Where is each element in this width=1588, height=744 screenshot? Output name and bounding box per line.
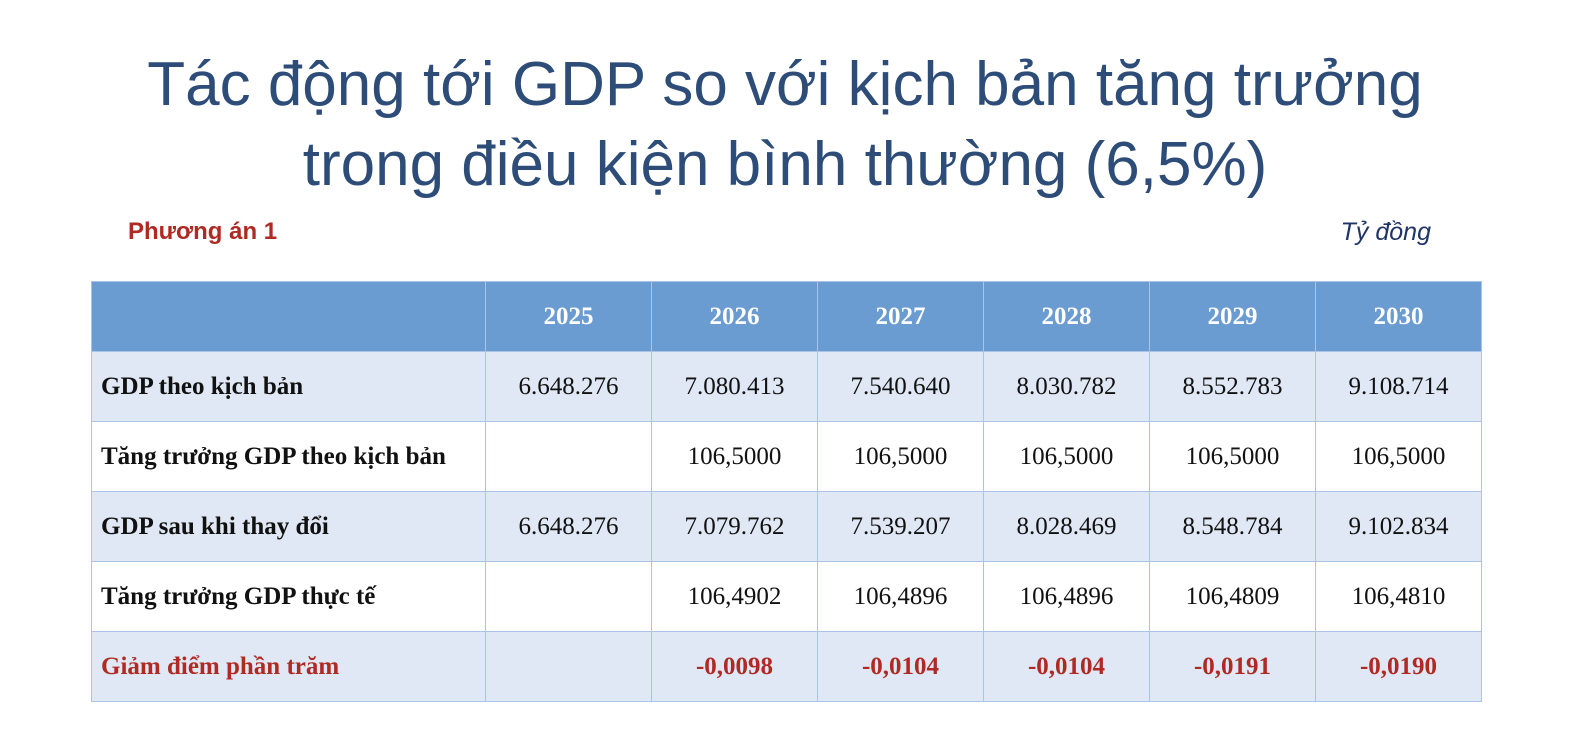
cell (485, 421, 652, 492)
cell: 9.108.714 (1315, 351, 1482, 422)
subtitle: Phương án 1 (128, 218, 278, 245)
row-label: Tăng trưởng GDP thực tế (91, 561, 486, 632)
cell: 7.079.762 (651, 491, 818, 562)
cell: 8.548.784 (1149, 491, 1316, 562)
cell: 7.080.413 (651, 351, 818, 422)
table-row: Tăng trưởng GDP theo kịch bản 106,5000 106… (91, 421, 1482, 492)
cell: -0,0104 (983, 631, 1150, 702)
cell: 6.648.276 (485, 491, 652, 562)
title-line: trong điều kiện bình thường (6,5%) (302, 130, 1268, 199)
cell: 8.028.469 (983, 491, 1150, 562)
header-cell: 2030 (1315, 281, 1482, 352)
row-label: GDP theo kịch bản (91, 351, 486, 422)
header-cell: 2029 (1149, 281, 1316, 352)
row-label: GDP sau khi thay đổi (91, 491, 486, 562)
cell: 106,4810 (1315, 561, 1482, 632)
row-label: Giảm điểm phần trăm (91, 631, 486, 702)
cell: 106,5000 (983, 421, 1150, 492)
cell: 8.030.782 (983, 351, 1150, 422)
header-cell: 2028 (983, 281, 1150, 352)
row-label: Tăng trưởng GDP theo kịch bản (91, 421, 486, 492)
cell: 106,5000 (1315, 421, 1482, 492)
header-cell: 2025 (485, 281, 652, 352)
table-row: Tăng trưởng GDP thực tế 106,4902 106,4896 1… (91, 561, 1482, 632)
cell: -0,0104 (817, 631, 984, 702)
cell: 106,5000 (651, 421, 818, 492)
header-cell: 2026 (651, 281, 818, 352)
header-cell: 2027 (817, 281, 984, 352)
cell (485, 561, 652, 632)
table-row: GDP sau khi thay đổi 6.648.276 7.079.762 7.… (91, 491, 1482, 562)
table-row: Giảm điểm phần trăm -0,0098 -0,0104 -0,0104… (91, 631, 1482, 702)
cell: -0,0098 (651, 631, 818, 702)
cell: -0,0190 (1315, 631, 1482, 702)
cell: 106,4809 (1149, 561, 1316, 632)
data-table: 2025 2026 2027 2028 2029 2030 GDP theo kịch bả… (91, 281, 1482, 702)
cell: 106,5000 (817, 421, 984, 492)
cell: 106,4896 (817, 561, 984, 632)
cell: 106,4902 (651, 561, 818, 632)
cell (485, 631, 652, 702)
unit-label: Tỷ đồng (1340, 218, 1431, 246)
cell: -0,0191 (1149, 631, 1316, 702)
cell: 9.102.834 (1315, 491, 1482, 562)
cell: 8.552.783 (1149, 351, 1316, 422)
cell: 7.540.640 (817, 351, 984, 422)
cell: 6.648.276 (485, 351, 652, 422)
header-row: 2025 2026 2027 2028 2029 2030 (91, 281, 1482, 352)
cell: 106,5000 (1149, 421, 1316, 492)
cell: 7.539.207 (817, 491, 984, 562)
title-line: Tác động tới GDP so với kịch bản tăng tr… (147, 50, 1423, 119)
table-row: GDP theo kịch bản 6.648.276 7.080.413 7.540… (91, 351, 1482, 422)
cell: 106,4896 (983, 561, 1150, 632)
header-cell (91, 281, 486, 352)
